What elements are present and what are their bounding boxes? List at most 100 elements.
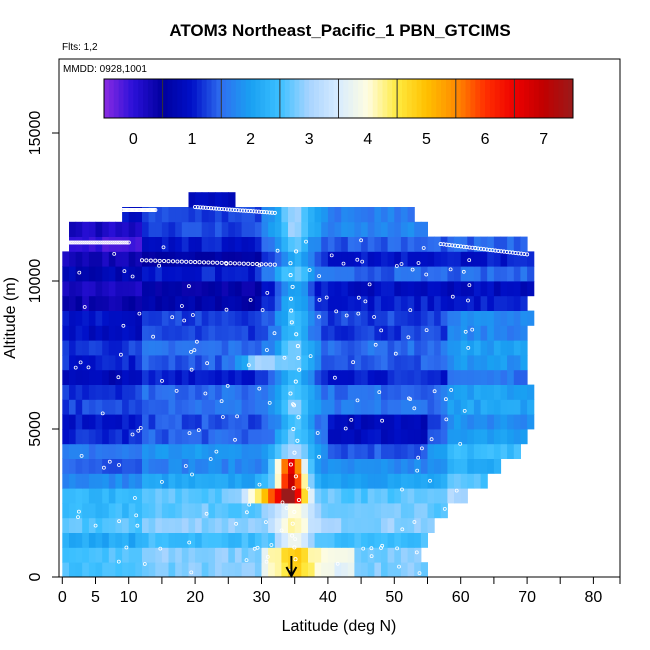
- heatmap-cell: [261, 236, 269, 252]
- heatmap-cell: [268, 281, 276, 297]
- heatmap-cell: [254, 325, 263, 341]
- sample-point: [187, 431, 192, 436]
- heatmap-cell: [367, 384, 375, 400]
- heatmap-cell: [288, 221, 296, 237]
- colorbar-segment: [382, 79, 388, 118]
- heatmap-cell: [341, 266, 349, 282]
- colorbar-segment: [406, 79, 413, 118]
- heatmap-cell: [367, 414, 375, 430]
- sample-point: [124, 545, 129, 550]
- heatmap-cell: [288, 295, 296, 311]
- heatmap-cell: [135, 503, 143, 519]
- sample-point: [151, 334, 156, 339]
- heatmap-cell: [308, 547, 316, 563]
- heatmap-cell: [327, 562, 336, 578]
- sample-point: [248, 209, 253, 214]
- heatmap-cell: [115, 325, 123, 341]
- sample-point: [86, 365, 91, 370]
- heatmap-cell: [460, 340, 468, 356]
- heatmap-cell: [108, 443, 116, 459]
- heatmap-cell: [281, 443, 289, 459]
- heatmap-cell: [288, 399, 296, 415]
- heatmap-cell: [95, 399, 103, 415]
- heatmap-cell: [248, 532, 256, 548]
- colorbar-segment: [377, 79, 383, 118]
- heatmap-cell: [148, 281, 156, 297]
- heatmap-cell: [500, 295, 508, 311]
- heatmap-cell: [354, 221, 362, 237]
- heatmap-cell: [268, 251, 276, 267]
- heatmap-cell: [122, 295, 130, 311]
- heatmap-cell: [473, 310, 482, 326]
- heatmap-cell: [407, 547, 415, 563]
- heatmap-cell: [108, 503, 116, 519]
- heatmap-cell: [95, 443, 103, 459]
- heatmap-cell: [201, 399, 209, 415]
- sample-point: [272, 210, 277, 215]
- heatmap-cell: [148, 207, 156, 223]
- heatmap-cell: [493, 251, 502, 267]
- heatmap-cell: [460, 458, 468, 474]
- heatmap-cell: [88, 266, 97, 282]
- sample-point: [293, 537, 298, 541]
- colorbar-segment: [231, 79, 237, 118]
- arrow-head: [285, 566, 298, 579]
- heatmap-cell: [381, 310, 389, 326]
- heatmap-cell: [460, 384, 468, 400]
- heatmap-cell: [394, 295, 402, 311]
- heatmap-cell: [195, 266, 203, 282]
- sample-point: [306, 486, 311, 491]
- heatmap-cell: [327, 251, 336, 267]
- heatmap-cell: [108, 547, 116, 563]
- heatmap-cell: [374, 236, 382, 252]
- heatmap-cell: [327, 384, 336, 400]
- heatmap-cell: [327, 503, 336, 519]
- heatmap-cell: [374, 562, 382, 578]
- heatmap-cell: [440, 369, 448, 385]
- heatmap-cell: [228, 458, 236, 474]
- heatmap-cell: [427, 355, 435, 371]
- heatmap-cell: [400, 325, 409, 341]
- sample-point: [304, 239, 308, 244]
- heatmap-cell: [420, 399, 428, 415]
- heatmap-cell: [327, 310, 336, 326]
- heatmap-cell: [394, 517, 402, 533]
- heatmap-cell: [354, 340, 362, 356]
- heatmap-cell: [288, 251, 296, 267]
- heatmap-cell: [82, 414, 90, 430]
- heatmap-cell: [308, 266, 316, 282]
- heatmap-cell: [268, 443, 276, 459]
- heatmap-cell: [288, 340, 296, 356]
- sample-point: [462, 408, 467, 413]
- heatmap-cell: [261, 266, 269, 282]
- heatmap-cell: [234, 310, 243, 326]
- sample-point: [424, 272, 429, 277]
- sample-point: [259, 209, 264, 214]
- heatmap-cell: [201, 429, 209, 445]
- sample-point: [98, 240, 103, 245]
- heatmap-cell: [387, 236, 395, 252]
- heatmap-cell: [294, 355, 302, 371]
- heatmap-cell: [95, 414, 103, 430]
- sample-point: [410, 267, 415, 272]
- heatmap-cell: [493, 355, 502, 371]
- heatmap-cell: [347, 503, 355, 519]
- heatmap-cell: [95, 458, 103, 474]
- sample-point: [170, 315, 175, 320]
- x-tick-label: 10: [120, 589, 138, 606]
- colorbar-segment: [348, 79, 354, 118]
- heatmap-cell: [321, 517, 329, 533]
- sample-point: [268, 262, 273, 267]
- heatmap-cell: [374, 340, 382, 356]
- heatmap-cell: [387, 532, 395, 548]
- sample-point: [106, 240, 111, 245]
- heatmap-cell: [334, 473, 342, 489]
- heatmap-cell: [301, 384, 309, 400]
- heatmap-cell: [135, 310, 143, 326]
- colorbar-segment: [397, 79, 403, 118]
- heatmap-cell: [367, 310, 375, 326]
- heatmap-cell: [234, 295, 243, 311]
- heatmap-cell: [228, 473, 236, 489]
- heatmap-cell: [161, 236, 170, 252]
- heatmap-cell: [454, 443, 462, 459]
